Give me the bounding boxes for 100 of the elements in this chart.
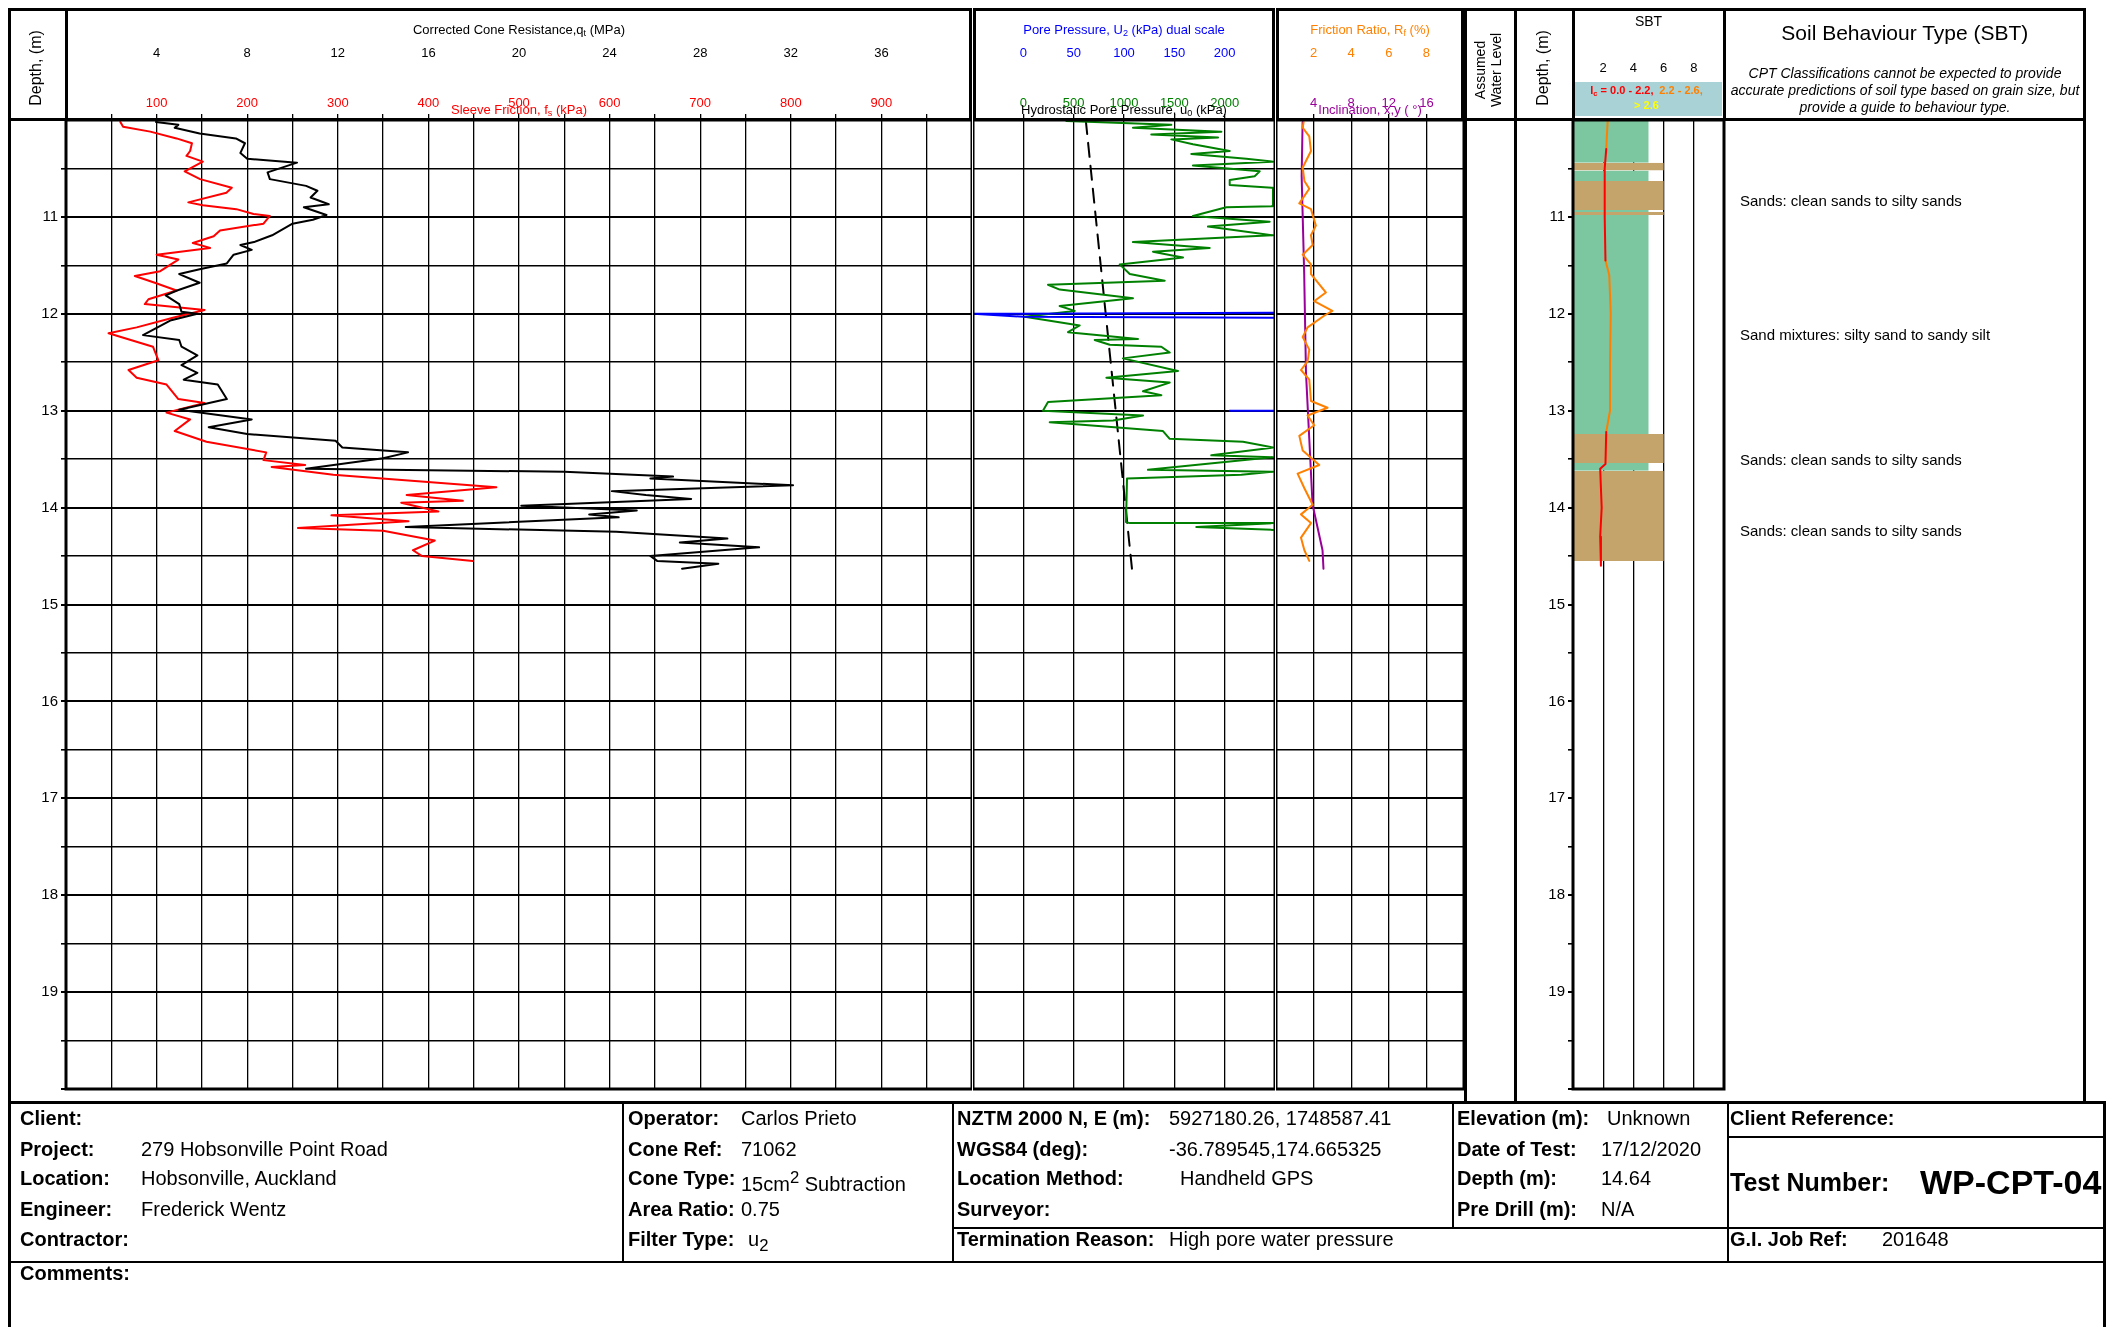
text: 17/12/2020 (1601, 1138, 1702, 1160)
text: Sands: clean sands to silty sands (1740, 522, 1962, 540)
text: High pore water pressure (1169, 1228, 1394, 1250)
text: Contractor: (20, 1228, 129, 1250)
text: NZTM 2000 N, E (m): (957, 1107, 1151, 1129)
text: Cone Type: (628, 1167, 736, 1189)
text: Filter Type: (628, 1228, 735, 1250)
text: Sands: clean sands to silty sands (1740, 451, 1962, 469)
text: Operator: (628, 1107, 720, 1129)
y-tick-label: 18 (1548, 885, 1565, 903)
x2-tick-label: 100 (1113, 44, 1135, 60)
text: Hobsonville, Auckland (141, 1167, 337, 1189)
y-tick-label: 12 (1548, 303, 1565, 321)
text: 15cm$^{2}$ Subtraction (741, 1168, 906, 1195)
y-tick-label: 14 (1548, 497, 1565, 515)
y-tick-label: 19 (41, 982, 58, 1000)
text: G.I. Job Ref: (1730, 1228, 1848, 1250)
x-tick-label: 2 (1599, 59, 1607, 75)
text: 279 Hobsonville Point Road (141, 1138, 388, 1160)
text: Sand mixtures: silty sand to sandy silt (1740, 326, 1991, 344)
text: Client: (20, 1107, 83, 1129)
text: Comments: (20, 1262, 131, 1284)
y-tick-label: 12 (41, 303, 58, 321)
text: 5927180.26, 1748587.41 (1169, 1107, 1392, 1129)
y-tick-label: 17 (41, 788, 58, 806)
x2-tick-label: 2 (1309, 44, 1318, 60)
text: u$_{2}$ (748, 1228, 769, 1256)
x-tick-label: 4 (1629, 59, 1638, 75)
x2-tick-label: 12 (330, 44, 346, 60)
x-tick-label: 4 (1309, 94, 1318, 110)
x2-tick-label: 6 (1385, 44, 1393, 60)
x-tick-label: 6 (1659, 59, 1668, 75)
x2-tick-label: 24 (602, 44, 617, 60)
text: Handheld GPS (1180, 1167, 1314, 1189)
x-tick-label: 800 (779, 94, 802, 110)
text: Client Reference: (1730, 1107, 1895, 1129)
text: Unknown (1607, 1107, 1691, 1129)
text: N/A (1601, 1198, 1635, 1220)
text: Soil Behaviour Type (SBT) (1781, 20, 2029, 44)
y-tick-label: 11 (1549, 207, 1565, 225)
y-tick-label: 17 (1548, 788, 1565, 806)
x-tick-label: 100 (145, 94, 168, 110)
y-tick-label: 18 (41, 885, 58, 903)
text: Elevation (m): (1457, 1107, 1590, 1129)
text: -36.789545,174.665325 (1169, 1138, 1382, 1160)
text: WP-CPT-04 (1920, 1163, 2102, 1201)
text: Pre Drill (m): (1457, 1198, 1578, 1220)
x-tick-label: 300 (326, 94, 349, 110)
y-tick-label: 14 (41, 497, 58, 515)
x2-tick-label: 28 (692, 44, 708, 60)
x2-tick-label: 150 (1163, 44, 1186, 60)
text: Depth (m): (1457, 1167, 1557, 1189)
y-tick-label: 16 (1548, 691, 1565, 709)
x2-tick-label: 20 (511, 44, 527, 60)
x2-tick-label: 200 (1213, 44, 1236, 60)
x2-tick-label: 4 (1347, 44, 1355, 60)
text: CPT Classifications cannot be expected to provide accurate predictions of soil type based on grain size, but provide a guide to behaviour type. (1730, 64, 2081, 115)
y-tick-label: 13 (41, 400, 58, 418)
y-axis-title: Depth, (m) (27, 30, 45, 106)
y-tick-label: 16 (41, 691, 58, 709)
x2-tick-label: 8 (1422, 44, 1431, 60)
x-tick-label: 400 (417, 94, 440, 110)
text: Cone Ref: (628, 1138, 723, 1160)
x-tick-label: 700 (689, 94, 712, 110)
text: Area Ratio: (628, 1198, 735, 1220)
x2-tick-label: 50 (1066, 44, 1081, 60)
legend-label: > 2.6 (1634, 99, 1659, 112)
text: Carlos Prieto (741, 1107, 857, 1129)
text: 201648 (1882, 1228, 1949, 1250)
y-tick-label: 15 (41, 594, 58, 612)
text: Termination Reason: (957, 1228, 1155, 1250)
text: Project: (20, 1138, 95, 1160)
text: Assumed Water Level (1472, 32, 1505, 108)
y-tick-label: 11 (42, 207, 58, 225)
y-tick-label: 13 (1548, 400, 1565, 418)
text: 0.75 (741, 1198, 780, 1220)
x-tick-label: 200 (236, 94, 259, 110)
text: Frederick Wentz (141, 1198, 287, 1220)
text: Engineer: (20, 1198, 113, 1220)
y-axis-title: Depth, (m) (1534, 30, 1552, 106)
x2-tick-label: 8 (243, 44, 251, 60)
x2-tick-label: 16 (421, 44, 436, 60)
y-tick-label: 19 (1548, 982, 1565, 1000)
text: Location Method: (957, 1167, 1124, 1189)
x2-tick-label: 32 (783, 44, 799, 60)
x2-tick-label: 0 (1019, 44, 1027, 60)
text: 14.64 (1601, 1167, 1652, 1189)
x2-tick-label: 4 (152, 44, 161, 60)
text: Location: (20, 1167, 110, 1189)
x-tick-label: 900 (870, 94, 893, 110)
text: Test Number: (1730, 1167, 1890, 1196)
x-tick-label: 8 (1690, 59, 1698, 75)
y-tick-label: 15 (1548, 594, 1565, 612)
text: 2.2 - 2.6, (1659, 84, 1703, 97)
x2-tick-label: 36 (874, 44, 889, 60)
text: Date of Test: (1457, 1138, 1577, 1160)
text: WGS84 (deg): (957, 1138, 1089, 1160)
x-tick-label: 600 (598, 94, 621, 110)
text: Surveyor: (957, 1198, 1051, 1220)
text: 71062 (741, 1138, 797, 1160)
